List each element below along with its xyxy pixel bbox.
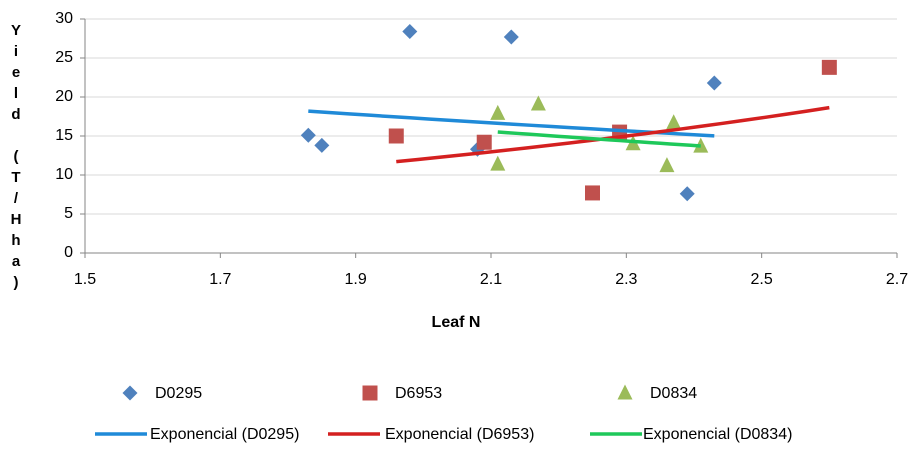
- trendline: [396, 105, 830, 164]
- legend-label: D0295: [155, 385, 202, 402]
- x-tick-label: 1.7: [209, 271, 231, 288]
- marker: [388, 128, 404, 144]
- marker: [490, 104, 506, 120]
- marker: [490, 155, 506, 171]
- y-axis-label: Yield (T/Hha): [8, 22, 25, 295]
- marker: [314, 137, 330, 153]
- marker: [659, 157, 675, 173]
- marker: [503, 29, 519, 45]
- x-tick-label: 1.9: [345, 271, 367, 288]
- x-tick-label: 1.5: [74, 271, 96, 288]
- marker: [402, 23, 418, 39]
- marker: [679, 186, 695, 202]
- x-tick-label: 2.7: [886, 271, 908, 288]
- y-tick-label: 0: [64, 244, 73, 261]
- legend-label: D0834: [650, 385, 697, 402]
- legend-label: Exponencial (D0834): [643, 426, 792, 443]
- marker: [821, 59, 837, 75]
- trendline: [497, 130, 701, 148]
- x-tick-label: 2.1: [480, 271, 502, 288]
- legend-label: D6953: [395, 385, 442, 402]
- x-tick-label: 2.5: [751, 271, 773, 288]
- y-tick-label: 5: [64, 205, 73, 222]
- marker: [666, 114, 682, 130]
- marker: [476, 134, 492, 150]
- y-tick-label: 25: [55, 49, 73, 66]
- y-tick-label: 10: [55, 166, 73, 183]
- y-tick-label: 20: [55, 88, 73, 105]
- x-tick-label: 2.3: [615, 271, 637, 288]
- marker: [585, 185, 600, 201]
- y-tick-label: 15: [55, 127, 73, 144]
- legend-marker: [362, 385, 378, 401]
- legend-label: Exponencial (D6953): [385, 426, 534, 443]
- marker: [300, 127, 316, 143]
- marker: [530, 95, 546, 111]
- legend-marker: [122, 385, 138, 401]
- x-axis-label: Leaf N: [432, 314, 481, 331]
- marker: [706, 75, 722, 91]
- legend-marker: [617, 384, 633, 400]
- y-tick-label: 30: [55, 10, 73, 27]
- legend-label: Exponencial (D0295): [150, 426, 299, 443]
